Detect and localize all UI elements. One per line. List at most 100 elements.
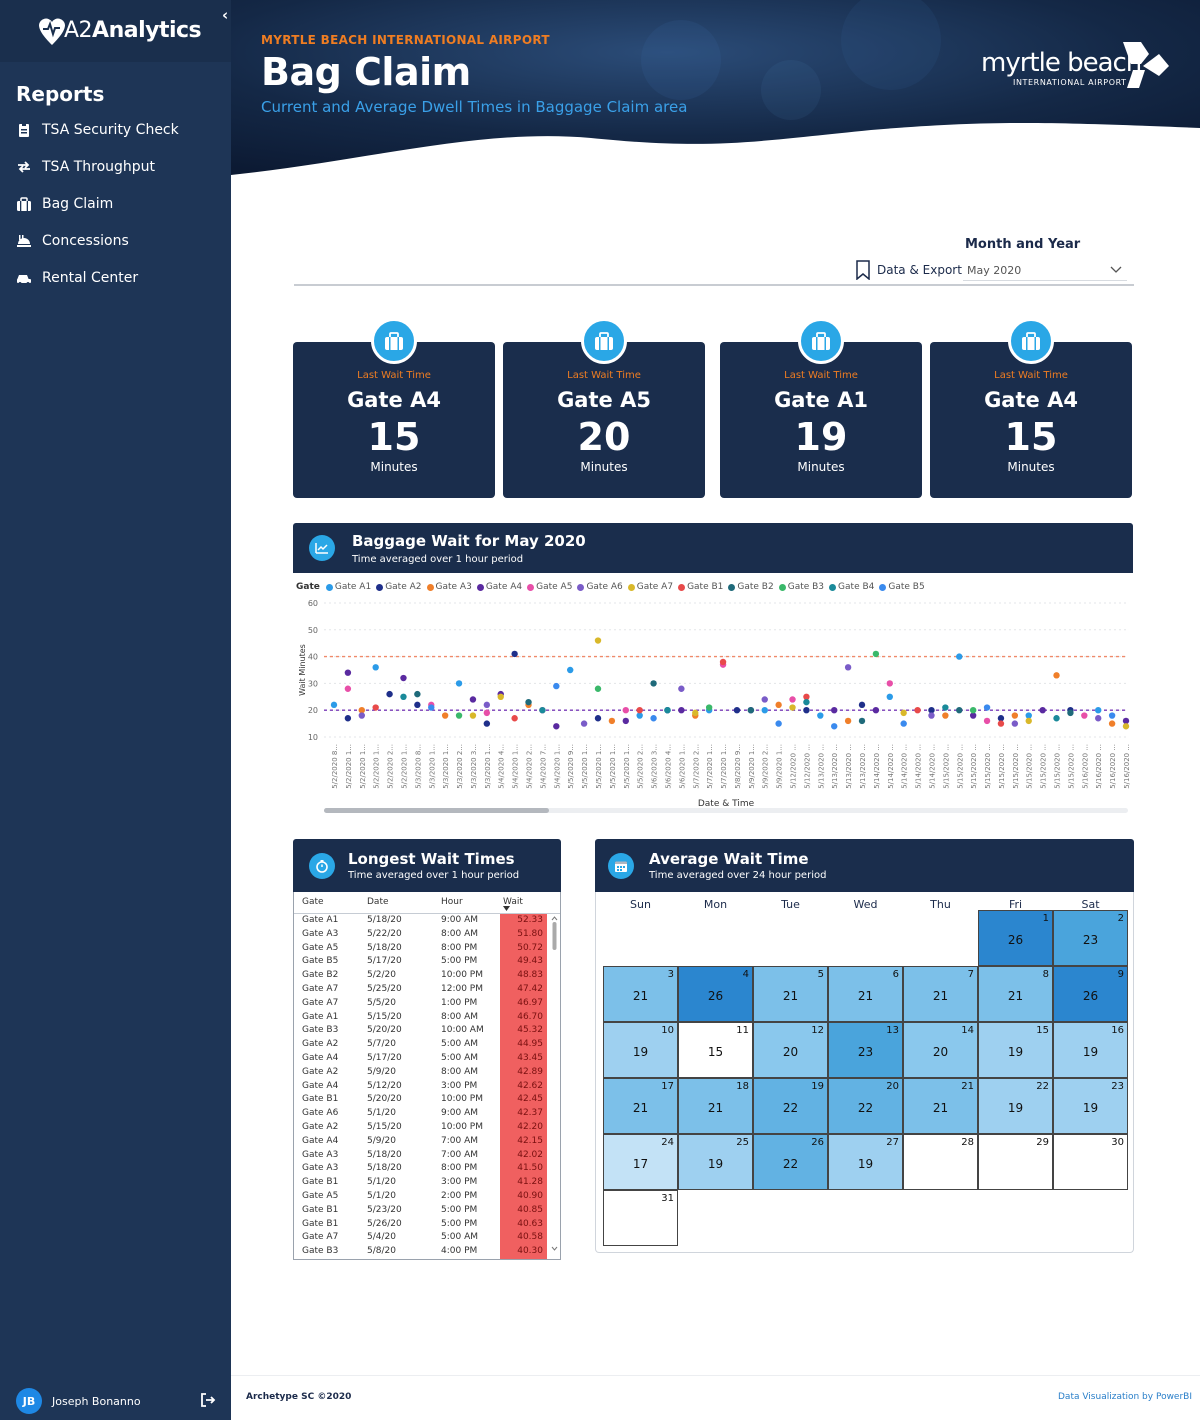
table-row[interactable]: Gate B5 5/17/20 5:00 PM 49.43	[294, 955, 560, 970]
footer-powerbi-credit[interactable]: Data Visualization by PowerBI	[1058, 1392, 1192, 1402]
arrows-icon	[18, 161, 30, 173]
calendar-day-cell[interactable]: 21 21	[903, 1078, 978, 1134]
calendar-day-cell[interactable]: 4 26	[678, 966, 753, 1022]
table-row[interactable]: Gate B2 5/2/20 10:00 PM 48.83	[294, 969, 560, 983]
table-row[interactable]: Gate A4 5/12/20 3:00 PM 42.62	[294, 1079, 560, 1094]
sidebar-item-rental-center[interactable]: Rental Center	[16, 266, 138, 290]
table-row[interactable]: Gate B1 5/1/20 3:00 PM 41.28	[294, 1176, 560, 1190]
legend-label: Gate B2	[737, 582, 774, 592]
table-row[interactable]: Gate A1 5/15/20 8:00 AM 46.70	[294, 1010, 560, 1025]
table-row[interactable]: Gate A4 5/17/20 5:00 AM 43.45	[294, 1052, 560, 1066]
x-tick-label: 5/9/2020 1...	[776, 744, 784, 789]
table-row[interactable]: Gate A7 5/4/20 5:00 AM 40.58	[294, 1231, 560, 1246]
calendar-day-cell[interactable]: 14 20	[903, 1022, 978, 1078]
data-export-button[interactable]: Data & Export	[856, 260, 962, 280]
calendar-day-cell[interactable]: 2 23	[1053, 910, 1128, 966]
sidebar-item-tsa-security-check[interactable]: TSA Security Check	[16, 118, 179, 142]
table-row[interactable]: Gate A3 5/18/20 7:00 AM 42.02	[294, 1148, 560, 1163]
calendar-day-cell[interactable]: 6 21	[828, 966, 903, 1022]
calendar-day-cell[interactable]: 16 19	[1053, 1022, 1128, 1078]
table-row[interactable]: Gate A6 5/1/20 9:00 AM 42.37	[294, 1107, 560, 1121]
table-scrollbar[interactable]	[550, 914, 559, 1254]
legend-item[interactable]: Gate A5	[527, 582, 572, 592]
column-header-wait[interactable]: Wait	[503, 897, 523, 907]
calendar-day-cell[interactable]: 18 21	[678, 1078, 753, 1134]
legend-item[interactable]: Gate A7	[627, 582, 673, 592]
sidebar-item-label: TSA Throughput	[42, 159, 156, 175]
table-row[interactable]: Gate B3 5/20/20 10:00 AM 45.32	[294, 1024, 560, 1039]
table-row[interactable]: Gate A2 5/9/20 8:00 AM 42.89	[294, 1065, 560, 1080]
sidebar-item-tsa-throughput[interactable]: TSA Throughput	[16, 155, 155, 179]
table-row[interactable]: Gate A3 5/22/20 8:00 AM 51.80	[294, 927, 560, 942]
cell-gate: Gate A2	[302, 1066, 339, 1077]
calendar-day-cell[interactable]: 17 21	[603, 1078, 678, 1134]
kpi-value: 15	[367, 415, 421, 459]
collapse-sidebar-button[interactable]: ‹	[222, 6, 229, 24]
calendar-day-cell[interactable]: 19 22	[753, 1078, 828, 1134]
table-row[interactable]: Gate A1 5/18/20 9:00 AM 52.33	[294, 914, 560, 928]
calendar-day-cell[interactable]: 31	[603, 1190, 678, 1246]
sidebar-item-concessions[interactable]: Concessions	[16, 229, 129, 253]
sidebar: A2Analytics ‹ Reports TSA Security Check…	[0, 0, 231, 1420]
day-number: 11	[736, 1025, 749, 1036]
legend-item[interactable]: Gate B4	[829, 582, 874, 592]
kpi-value: 15	[1004, 415, 1058, 459]
calendar-day-cell[interactable]: 9 26	[1053, 966, 1128, 1022]
cell-hour: 3:00 PM	[441, 1177, 478, 1188]
column-header-hour[interactable]: Hour	[441, 897, 463, 907]
legend-item[interactable]: Gate A3	[426, 582, 472, 592]
legend-item[interactable]: Gate B5	[879, 582, 925, 592]
legend-item[interactable]: Gate B3	[778, 582, 824, 592]
avatar[interactable]: JB	[16, 1388, 42, 1414]
cell-wait: 42.62	[500, 1079, 547, 1094]
calendar-day-cell[interactable]: 13 23	[828, 1022, 903, 1078]
calendar-day-cell[interactable]: 12 20	[753, 1022, 828, 1078]
column-header-gate[interactable]: Gate	[302, 897, 324, 907]
table-row[interactable]: Gate A5 5/1/20 2:00 PM 40.90	[294, 1190, 560, 1204]
table-row[interactable]: Gate A5 5/18/20 8:00 PM 50.72	[294, 941, 560, 956]
legend-item[interactable]: Gate A4	[476, 582, 523, 592]
legend-item[interactable]: Gate B1	[678, 582, 723, 592]
calendar-day-cell[interactable]: 23 19	[1053, 1078, 1128, 1134]
table-row[interactable]: Gate A3 5/18/20 8:00 PM 41.50	[294, 1162, 560, 1177]
calendar-day-cell[interactable]: 27 19	[828, 1134, 903, 1190]
calendar-day-cell[interactable]: 25 19	[678, 1134, 753, 1190]
calendar-day-cell[interactable]: 5 21	[753, 966, 828, 1022]
table-row[interactable]: Gate A2 5/15/20 10:00 PM 42.20	[294, 1121, 560, 1135]
calendar-day-cell[interactable]: 24 17	[603, 1134, 678, 1190]
calendar-day-cell[interactable]: 30	[1053, 1134, 1128, 1190]
calendar-day-cell[interactable]: 1 26	[978, 910, 1053, 966]
calendar-day-cell[interactable]: 28	[903, 1134, 978, 1190]
calendar-day-cell[interactable]: 15 19	[978, 1022, 1053, 1078]
calendar-day-cell[interactable]: 10 19	[603, 1022, 678, 1078]
calendar-day-cell[interactable]: 22 19	[978, 1078, 1053, 1134]
sidebar-item-bag-claim[interactable]: Bag Claim	[16, 192, 113, 216]
legend-label: Gate A4	[485, 582, 523, 592]
month-year-select[interactable]: May 2020	[963, 259, 1127, 281]
horizontal-scrollbar-thumb[interactable]	[324, 808, 549, 813]
calendar-day-cell[interactable]: 26 22	[753, 1134, 828, 1190]
data-point	[956, 707, 963, 714]
calendar-day-cell[interactable]: 3 21	[603, 966, 678, 1022]
table-row[interactable]: Gate B3 5/8/20 4:00 PM 40.30	[294, 1245, 560, 1259]
legend-dot	[577, 583, 585, 591]
legend-item[interactable]: Gate A2	[376, 582, 422, 592]
logout-icon[interactable]	[200, 1392, 216, 1408]
column-header-date[interactable]: Date	[367, 897, 389, 907]
calendar-day-cell[interactable]: 7 21	[903, 966, 978, 1022]
legend-item[interactable]: Gate A1	[325, 582, 371, 592]
table-row[interactable]: Gate A7 5/5/20 1:00 PM 46.97	[294, 996, 560, 1011]
table-row[interactable]: Gate B1 5/23/20 5:00 PM 40.85	[294, 1203, 560, 1218]
legend-item[interactable]: Gate B2	[728, 582, 774, 592]
calendar-day-cell[interactable]: 8 21	[978, 966, 1053, 1022]
table-row[interactable]: Gate A7 5/25/20 12:00 PM 47.42	[294, 983, 560, 997]
calendar-day-cell[interactable]: 29	[978, 1134, 1053, 1190]
table-row[interactable]: Gate B1 5/20/20 10:00 PM 42.45	[294, 1093, 560, 1108]
calendar-day-cell[interactable]: 11 15	[678, 1022, 753, 1078]
calendar-day-cell[interactable]: 20 22	[828, 1078, 903, 1134]
table-row[interactable]: Gate A2 5/7/20 5:00 AM 44.95	[294, 1038, 560, 1052]
table-row[interactable]: Gate B1 5/26/20 5:00 PM 40.63	[294, 1217, 560, 1232]
day-average: 19	[1007, 1045, 1024, 1059]
table-row[interactable]: Gate A4 5/9/20 7:00 AM 42.15	[294, 1134, 560, 1149]
legend-item[interactable]: Gate A6	[577, 582, 623, 592]
